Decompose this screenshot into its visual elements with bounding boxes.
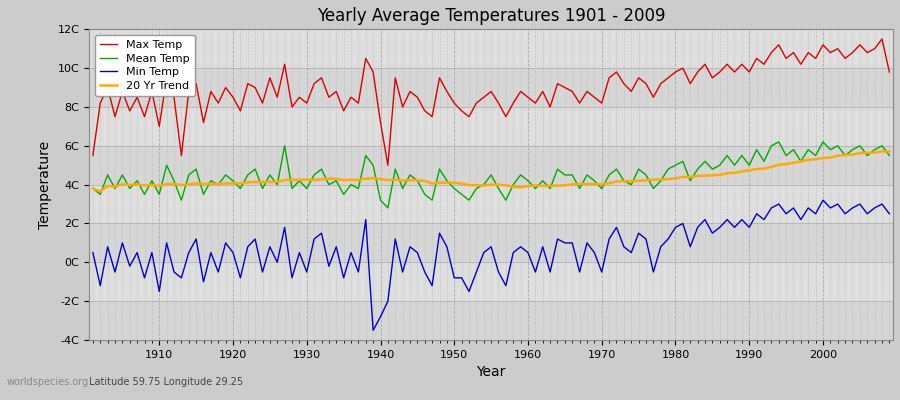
Min Temp [618,244,629,249]
Bar [89,107,893,146]
Text: worldspecies.org: worldspecies.org [7,377,89,387]
Min Temp [530,270,541,274]
Bar [89,185,893,224]
Min Temp [309,237,320,242]
Bar [89,29,893,68]
Mean Temp [353,186,364,191]
Y-axis label: Temperature: Temperature [38,140,52,229]
X-axis label: Year: Year [476,365,506,379]
Mean Temp [523,178,534,183]
Min Temp [884,211,895,216]
Mean Temp [147,178,158,183]
Max Temp [618,81,629,86]
Max Temp [353,101,364,106]
Mean Temp [87,186,98,191]
20 Yr Trend [877,149,887,154]
20 Yr Trend [884,149,895,154]
Min Temp [353,270,364,274]
Mean Temp [382,206,393,210]
Max Temp [382,163,393,168]
Line: Max Temp: Max Temp [93,39,889,165]
Max Temp [87,153,98,158]
Bar [89,146,893,185]
Min Temp [368,328,379,333]
20 Yr Trend [94,189,105,194]
Max Temp [309,81,320,86]
Min Temp [147,250,158,255]
Min Temp [817,198,828,202]
20 Yr Trend [530,183,541,188]
Line: Mean Temp: Mean Temp [93,142,889,208]
Bar [89,224,893,262]
Mean Temp [618,178,629,183]
Bar [89,301,893,340]
Max Temp [530,101,541,106]
Bar [89,68,893,107]
20 Yr Trend [154,184,165,188]
Mean Temp [530,186,541,191]
Max Temp [877,36,887,41]
Max Temp [147,89,158,94]
Mean Temp [884,153,895,158]
Min Temp [523,250,534,255]
Text: Latitude 59.75 Longitude 29.25: Latitude 59.75 Longitude 29.25 [89,377,243,387]
20 Yr Trend [87,186,98,191]
Line: 20 Yr Trend: 20 Yr Trend [93,152,889,192]
Max Temp [523,95,534,100]
Line: Min Temp: Min Temp [93,200,889,330]
Title: Yearly Average Temperatures 1901 - 2009: Yearly Average Temperatures 1901 - 2009 [317,7,665,25]
Mean Temp [773,140,784,144]
20 Yr Trend [360,176,371,181]
Bar [89,262,893,301]
20 Yr Trend [618,179,629,184]
20 Yr Trend [316,177,327,182]
Max Temp [884,70,895,74]
Mean Temp [309,172,320,177]
Legend: Max Temp, Mean Temp, Min Temp, 20 Yr Trend: Max Temp, Mean Temp, Min Temp, 20 Yr Tre… [94,35,195,96]
Min Temp [87,250,98,255]
20 Yr Trend [523,184,534,189]
